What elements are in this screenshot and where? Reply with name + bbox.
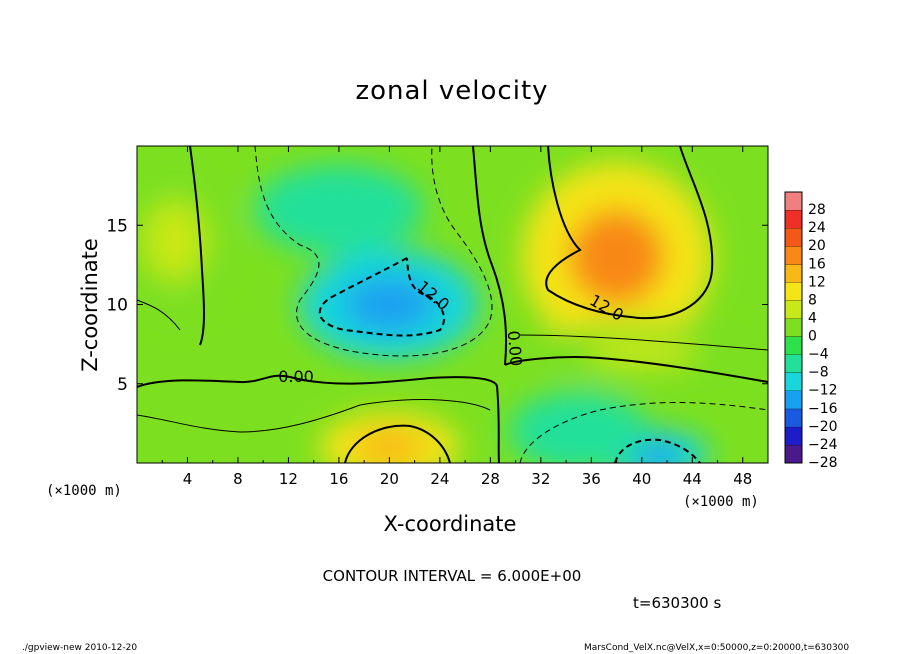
colorbar-label: 16 <box>808 256 826 272</box>
colorbar-swatch <box>785 372 802 391</box>
x-tick-label: 48 <box>733 470 752 488</box>
time-stamp: t=630300 s <box>633 594 722 612</box>
x-tick-label: 20 <box>380 470 399 488</box>
heatmap-area <box>137 146 768 463</box>
y-tick-label: 10 <box>106 296 128 316</box>
contour-line <box>137 299 181 331</box>
colorbar-label: 28 <box>808 202 826 218</box>
contour-label: 0.00 <box>504 330 526 367</box>
contour-line <box>318 257 445 337</box>
colorbar-label: −28 <box>808 455 838 471</box>
colorbar-swatch <box>785 282 802 301</box>
contour-line <box>545 146 714 320</box>
colorbar-swatch <box>785 444 802 463</box>
colorbar-label: 12 <box>808 274 826 290</box>
y-tick-label: 15 <box>106 216 128 236</box>
x-unit-label-right: (×1000 m) <box>683 494 759 510</box>
colorbar-swatch <box>785 390 802 409</box>
colorbar-swatch <box>785 210 802 229</box>
contour-line <box>137 399 491 433</box>
y-tick-label: 5 <box>117 375 128 395</box>
feature-core <box>296 186 382 232</box>
colorbar-label: 24 <box>808 220 826 236</box>
contour-line <box>254 146 493 357</box>
colorbar-swatch <box>785 264 802 283</box>
colorbar-swatch <box>785 354 802 373</box>
contour-line <box>519 402 768 463</box>
colorbar-label: −12 <box>808 383 838 399</box>
colorbar-swatch <box>785 228 802 247</box>
feature-core <box>354 429 425 463</box>
colorbar-label: −20 <box>808 419 838 435</box>
contour-label: 0.00 <box>278 367 314 386</box>
colorbar-label: 8 <box>808 292 817 308</box>
colorbar-label: −8 <box>808 365 829 381</box>
contour-line <box>137 374 500 463</box>
x-tick-label: 28 <box>481 470 500 488</box>
footer-right-text: MarsCond_VelX.nc@VelX,x=0:50000,z=0:2000… <box>584 643 850 653</box>
feature-core <box>144 201 205 282</box>
contour-line <box>519 334 768 351</box>
colorbar-swatch <box>785 318 802 337</box>
contour-line <box>344 424 451 463</box>
colorbar-label: −4 <box>808 347 829 363</box>
x-tick-label: 4 <box>183 470 193 488</box>
x-tick-label: 12 <box>279 470 298 488</box>
colorbar: 28 24 20 16 12 8 4 0 −4 −8 −12 −16 −20 −24 −28 <box>784 191 838 471</box>
colorbar-label: −16 <box>808 401 838 417</box>
contour-line <box>504 356 768 383</box>
x-tick-label: 24 <box>430 470 449 488</box>
colorbar-swatch <box>785 246 802 265</box>
colorbar-swatch <box>785 192 802 211</box>
contour-interval-text: CONTOUR INTERVAL = 6.000E+00 <box>322 567 582 585</box>
colorbar-label: 20 <box>808 238 826 254</box>
x-tick-label: 8 <box>233 470 243 488</box>
contour-line <box>189 146 205 346</box>
x-tick-label: 16 <box>329 470 348 488</box>
colorbar-label: 0 <box>808 329 817 345</box>
feature-core <box>543 411 614 452</box>
x-axis-label: X-coordinate <box>383 512 517 536</box>
colorbar-frame <box>784 191 803 464</box>
x-tick-label: 40 <box>632 470 651 488</box>
colorbar-label: −24 <box>808 437 838 453</box>
colorbar-swatch <box>785 426 802 445</box>
x-tick-label: 32 <box>531 470 550 488</box>
colorbar-swatch <box>785 408 802 427</box>
x-unit-label-left: (×1000 m) <box>46 483 122 499</box>
colorbar-swatch <box>785 300 802 319</box>
colorbar-label: 4 <box>808 310 817 326</box>
feature-core <box>344 277 435 332</box>
contour-line <box>472 146 508 366</box>
x-tick-label: 44 <box>683 470 702 488</box>
chart-title: zonal velocity <box>355 76 549 106</box>
x-tick-label: 36 <box>582 470 601 488</box>
contour-line <box>614 438 701 463</box>
feature-core <box>569 209 665 305</box>
colorbar-swatch <box>785 336 802 355</box>
footer-left-text: ./gpview-new 2010-12-20 <box>22 643 138 653</box>
